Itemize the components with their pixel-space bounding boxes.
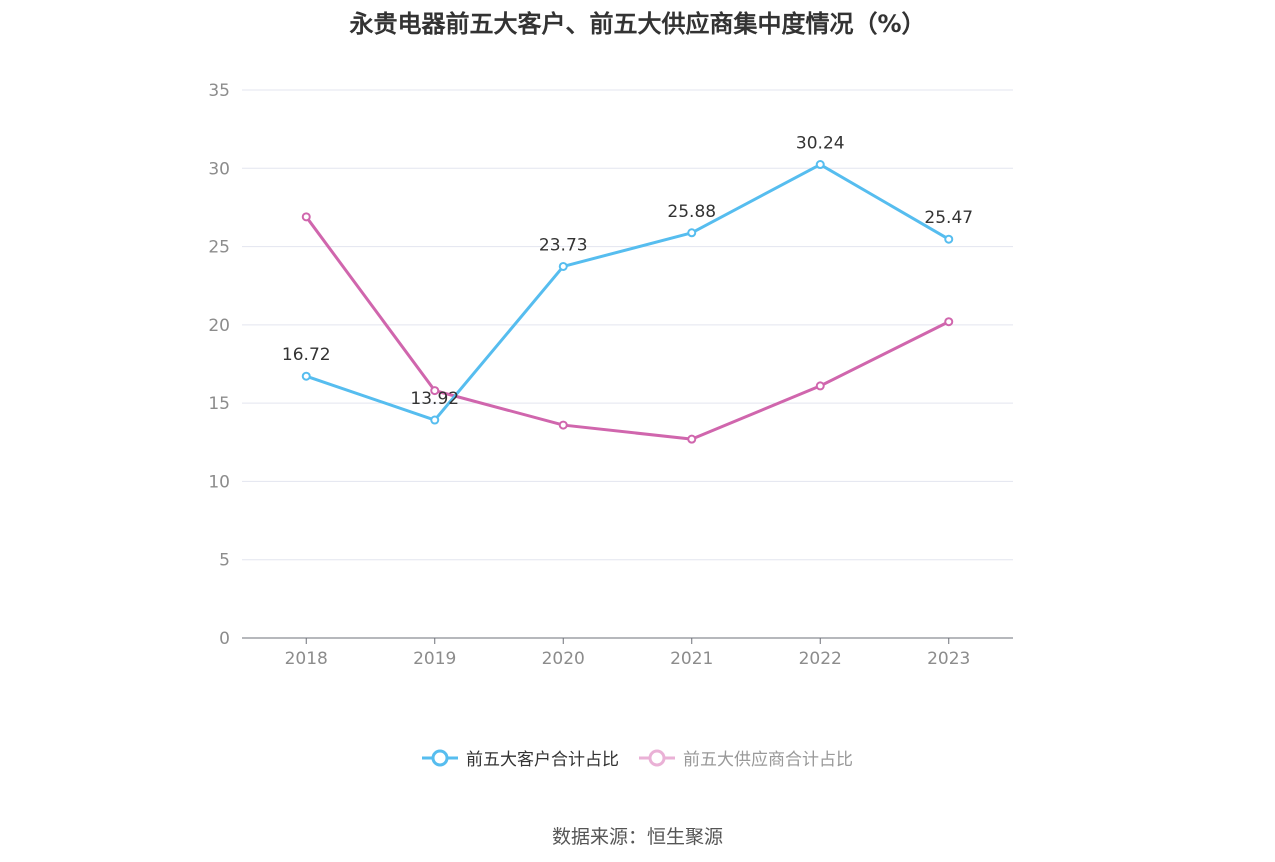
x-tick-label: 2018 xyxy=(285,649,328,669)
legend: 前五大客户合计占比 前五大供应商合计占比 xyxy=(0,745,1275,770)
label-layer: 16.72 13.92 23.73 25.88 30.24 25.47 xyxy=(282,134,973,410)
y-tick-label: 25 xyxy=(208,238,230,258)
data-label: 13.92 xyxy=(410,389,459,409)
legend-item-suppliers[interactable]: 前五大供应商合计占比 xyxy=(639,745,853,770)
data-source: 数据来源：恒生聚源 xyxy=(551,826,723,848)
data-point-customers[interactable] xyxy=(815,160,825,170)
legend-label-suppliers: 前五大供应商合计占比 xyxy=(683,750,853,770)
x-tick-label: 2021 xyxy=(670,649,713,669)
y-tick-label: 35 xyxy=(208,81,230,101)
legend-marker-suppliers-icon xyxy=(639,749,675,766)
series-line-suppliers xyxy=(305,215,950,441)
data-point-suppliers[interactable] xyxy=(430,386,440,396)
series-line-customers xyxy=(305,163,950,422)
legend-item-customers[interactable]: 前五大客户合计占比 xyxy=(422,745,619,770)
axis-layer: 0 5 10 15 20 25 30 35 2018 2019 2020 2021 2022 2023 xyxy=(208,81,1013,669)
x-tick-label: 2020 xyxy=(542,649,585,669)
data-point-suppliers[interactable] xyxy=(815,381,825,391)
data-label: 23.73 xyxy=(539,235,588,255)
data-point-customers[interactable] xyxy=(558,261,568,271)
series-layer xyxy=(301,160,954,444)
x-tick-label: 2022 xyxy=(799,649,842,669)
data-point-customers[interactable] xyxy=(301,371,311,381)
data-point-suppliers[interactable] xyxy=(944,317,954,327)
data-point-customers[interactable] xyxy=(430,415,440,425)
y-tick-label: 20 xyxy=(208,316,230,336)
y-tick-label: 10 xyxy=(208,472,230,492)
y-tick-label: 0 xyxy=(219,629,230,649)
x-tick-label: 2023 xyxy=(927,649,970,669)
y-tick-label: 5 xyxy=(219,551,230,571)
data-label: 16.72 xyxy=(282,345,331,365)
legend-label-customers: 前五大客户合计占比 xyxy=(466,750,619,770)
data-point-customers[interactable] xyxy=(687,228,697,238)
data-label: 25.88 xyxy=(667,202,716,222)
x-tick-label: 2019 xyxy=(413,649,456,669)
data-point-suppliers[interactable] xyxy=(687,434,697,444)
data-point-suppliers[interactable] xyxy=(301,212,311,222)
data-label: 30.24 xyxy=(796,134,845,154)
data-point-customers[interactable] xyxy=(944,234,954,244)
legend-marker-customers-icon xyxy=(422,749,458,766)
chart-title: 永贵电器前五大客户、前五大供应商集中度情况（%） xyxy=(349,10,926,38)
data-point-suppliers[interactable] xyxy=(558,420,568,430)
grid-layer xyxy=(242,89,1013,561)
data-label: 25.47 xyxy=(924,208,973,228)
y-tick-label: 30 xyxy=(208,159,230,179)
y-tick-label: 15 xyxy=(208,394,230,414)
